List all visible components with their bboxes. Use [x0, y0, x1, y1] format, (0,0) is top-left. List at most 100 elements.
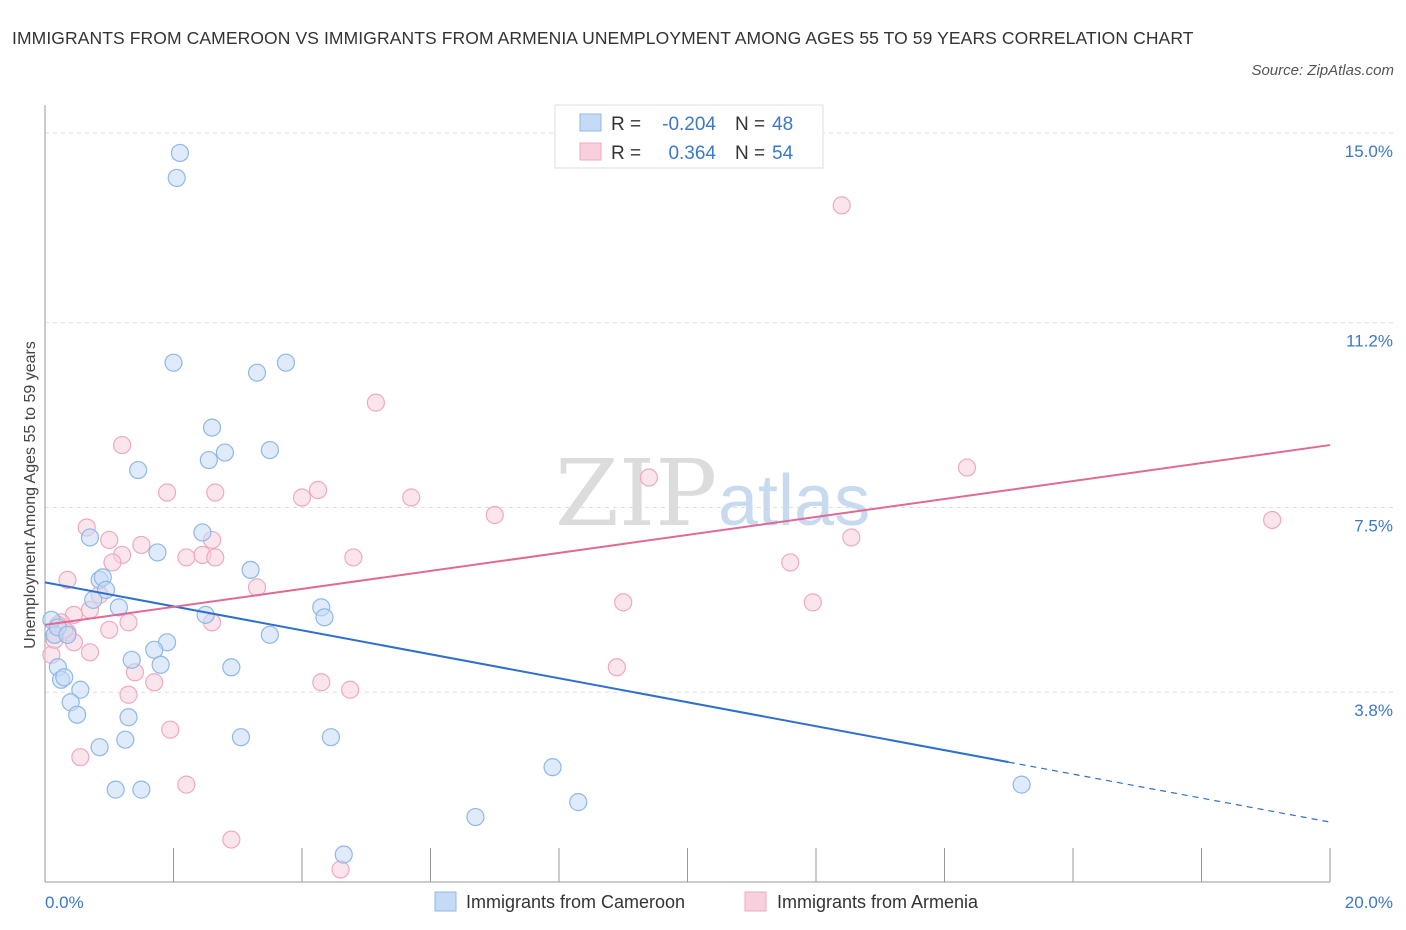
- point-cameroon: [132, 780, 151, 799]
- point-cameroon: [215, 443, 234, 462]
- point-armenia: [103, 553, 122, 572]
- point-cameroon: [202, 418, 222, 437]
- watermark-atlas: atlas: [718, 461, 870, 541]
- point-cameroon: [151, 655, 170, 674]
- legend-swatch-cameroon: [579, 113, 602, 132]
- point-cameroon: [119, 708, 138, 727]
- point-armenia: [312, 673, 331, 692]
- point-armenia: [292, 488, 312, 507]
- point-cameroon: [260, 625, 279, 644]
- point-armenia: [639, 468, 659, 487]
- point-armenia: [607, 658, 626, 677]
- legend-label-armenia: Immigrants from Armenia: [777, 892, 979, 912]
- y-tick-label: 11.2%: [1346, 332, 1393, 351]
- point-armenia: [832, 196, 851, 215]
- point-armenia: [119, 613, 138, 632]
- y-tick-label: 3.8%: [1354, 701, 1393, 720]
- point-cameroon: [109, 598, 128, 617]
- point-armenia: [308, 480, 328, 500]
- point-cameroon: [116, 730, 135, 749]
- point-armenia: [485, 505, 504, 525]
- point-armenia: [132, 535, 151, 555]
- point-cameroon: [543, 758, 562, 777]
- point-armenia: [222, 830, 241, 849]
- point-cameroon: [106, 780, 125, 799]
- point-cameroon: [222, 658, 241, 677]
- stats-legend: R = -0.204 N = 48 R = 0.364 N = 54: [554, 104, 824, 169]
- point-cameroon: [231, 728, 251, 747]
- legend-r-value-cameroon: -0.204: [662, 114, 716, 135]
- point-armenia: [341, 680, 360, 699]
- legend-r-label-armenia: R =: [611, 143, 641, 164]
- trend-line-cameroon-extrapolated: [1008, 761, 1331, 823]
- y-tick-label: 15.0%: [1345, 142, 1393, 161]
- point-cameroon: [68, 705, 87, 724]
- point-armenia: [177, 548, 196, 567]
- series-cameroon-points: [42, 143, 1031, 864]
- point-armenia: [366, 393, 385, 412]
- point-armenia: [957, 458, 977, 477]
- point-cameroon: [129, 460, 148, 480]
- point-armenia: [331, 860, 350, 879]
- point-cameroon: [170, 143, 190, 163]
- x-tick-label-left: 0.0%: [45, 893, 84, 912]
- y-axis-label: Unemployment Among Ages 55 to 59 years: [22, 341, 39, 649]
- series-legend: Immigrants from Cameroon Immigrants from…: [434, 891, 979, 912]
- legend-swatch-cameroon-bottom: [434, 891, 457, 912]
- point-cameroon: [247, 363, 267, 382]
- point-cameroon: [196, 605, 215, 624]
- legend-r-value-armenia: 0.364: [668, 143, 716, 164]
- trend-layer: [44, 444, 1331, 823]
- point-cameroon: [260, 440, 279, 460]
- legend-n-label-cameroon: N =: [735, 114, 765, 135]
- trend-line-armenia: [44, 444, 1331, 626]
- point-cameroon: [321, 728, 341, 747]
- legend-swatch-armenia: [579, 142, 602, 161]
- point-cameroon: [466, 807, 485, 827]
- legend-n-value-armenia: 54: [772, 143, 794, 164]
- point-armenia: [344, 548, 363, 567]
- point-armenia: [803, 593, 822, 612]
- point-cameroon: [199, 450, 218, 470]
- point-cameroon: [315, 608, 334, 627]
- point-armenia: [58, 570, 77, 589]
- point-cameroon: [1012, 775, 1031, 794]
- point-cameroon: [58, 625, 77, 644]
- point-cameroon: [276, 353, 296, 372]
- point-cameroon: [90, 738, 109, 757]
- point-cameroon: [193, 523, 212, 542]
- axes-layer: [44, 105, 1331, 883]
- point-cameroon: [84, 590, 103, 609]
- point-armenia: [842, 528, 861, 547]
- legend-n-value-cameroon: 48: [772, 114, 793, 135]
- point-cameroon: [241, 560, 260, 580]
- legend-n-label-armenia: N =: [735, 143, 765, 164]
- point-cameroon: [80, 528, 100, 547]
- point-cameroon: [55, 668, 74, 687]
- point-armenia: [100, 530, 119, 550]
- point-armenia: [145, 673, 164, 692]
- point-armenia: [614, 593, 633, 612]
- point-armenia: [157, 483, 177, 502]
- watermark-zip: ZIP: [555, 440, 717, 547]
- point-armenia: [402, 488, 421, 507]
- point-cameroon: [167, 168, 186, 188]
- y-tick-label: 7.5%: [1354, 516, 1393, 535]
- point-cameroon: [164, 353, 183, 372]
- y-tick-labels: 3.8% 7.5% 11.2% 15.0%: [1345, 142, 1393, 720]
- point-armenia: [1263, 510, 1282, 530]
- point-armenia: [206, 548, 225, 567]
- point-armenia: [100, 620, 119, 639]
- trend-line-cameroon: [44, 581, 1009, 764]
- point-cameroon: [334, 845, 353, 864]
- legend-swatch-armenia-bottom: [744, 891, 767, 912]
- point-armenia: [80, 643, 100, 662]
- point-armenia: [177, 775, 196, 794]
- point-armenia: [71, 748, 90, 767]
- legend-label-cameroon: Immigrants from Cameroon: [466, 892, 685, 912]
- source-label: Source: ZipAtlas.com: [1251, 62, 1394, 79]
- point-cameroon: [145, 640, 164, 659]
- point-cameroon: [122, 650, 141, 669]
- point-armenia: [206, 483, 225, 502]
